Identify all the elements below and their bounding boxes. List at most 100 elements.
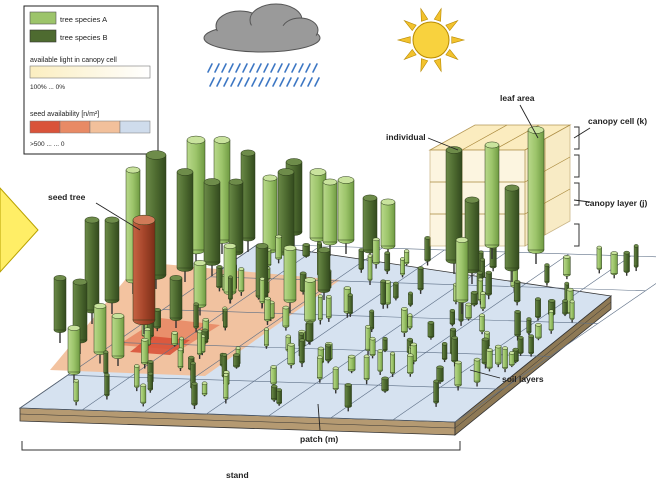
- legend: tree species A tree species B available …: [23, 5, 159, 155]
- tree-species-a: [140, 383, 147, 407]
- rain-drop: [300, 77, 306, 87]
- tree-species-a: [380, 198, 396, 257]
- tree-species-b: [489, 245, 497, 272]
- tree-species-b: [228, 275, 233, 304]
- tree-species-a: [502, 346, 508, 373]
- legend-seed-swatch-3: [89, 120, 121, 134]
- tree-species-a: [67, 325, 81, 383]
- tree-species-b: [470, 290, 478, 307]
- grid-line: [454, 283, 656, 423]
- tree-species-a: [177, 347, 184, 372]
- tree-species-a: [282, 305, 290, 331]
- tree-species-a: [275, 234, 282, 264]
- tree-species-b: [544, 263, 550, 286]
- sun-ray: [420, 58, 429, 73]
- tree-species-a: [141, 337, 149, 369]
- tree-species-a: [343, 286, 351, 318]
- tree-species-b: [153, 308, 161, 332]
- grid-line: [330, 253, 569, 419]
- grid-line: [392, 255, 632, 421]
- tree-species-a: [569, 299, 575, 323]
- tree-species-a: [486, 348, 493, 372]
- tree-species-a: [259, 277, 265, 308]
- tree-species-b: [433, 379, 439, 407]
- tree-species-b: [526, 317, 532, 336]
- soil-layers-leader: [469, 369, 501, 379]
- rain-drop: [237, 77, 243, 87]
- tree-species-b: [528, 334, 534, 357]
- tree-species-b: [276, 388, 282, 406]
- rain-drop: [307, 77, 313, 87]
- cube-tree-species-b: [445, 146, 463, 274]
- rain-drop: [312, 63, 318, 73]
- rain-drop: [228, 63, 234, 73]
- tree-species-a: [480, 291, 486, 312]
- legend-seed-title: seed availability [n/m²]: [30, 111, 99, 118]
- rain-drop: [230, 77, 236, 87]
- tree-species-a: [610, 251, 618, 279]
- canopy-cube: [428, 124, 572, 314]
- rain-drop: [209, 77, 215, 87]
- tree-species-a: [363, 354, 370, 385]
- tree-population: [53, 135, 639, 412]
- tree-species-b: [104, 373, 110, 400]
- rain-drop: [284, 63, 290, 73]
- canopy-layer-leader: [573, 199, 591, 203]
- sun-ray: [445, 48, 459, 61]
- sun-icon: [396, 7, 466, 73]
- grid-line: [162, 309, 598, 324]
- rain-drop: [270, 63, 276, 73]
- grid-line: [67, 374, 503, 390]
- cube-trees: [445, 126, 545, 314]
- tree-species-a: [369, 336, 376, 359]
- rain-drop: [235, 63, 241, 73]
- tree-species-b: [84, 216, 100, 324]
- bracket-2: [574, 154, 580, 178]
- legend-seed-scale: [29, 120, 151, 134]
- rain-drop: [258, 77, 264, 87]
- tree-species-b: [317, 247, 331, 300]
- tree-species-a: [264, 327, 269, 349]
- legend-light-gradient: [29, 65, 151, 79]
- tree-species-a: [264, 296, 271, 325]
- tree-species-b: [517, 335, 524, 356]
- tree-species-b: [147, 371, 153, 393]
- tree-species-b: [393, 281, 399, 301]
- label-leaf-area: leaf area: [500, 93, 535, 103]
- tree-species-b: [424, 236, 431, 266]
- rain-drop: [223, 77, 229, 87]
- cloud-icon: [203, 3, 321, 53]
- canopy-cell-leader: [573, 127, 591, 139]
- rain-drop: [291, 63, 297, 73]
- tree-species-a: [367, 254, 373, 285]
- tree-species-b: [633, 244, 639, 272]
- tree-species-b: [417, 266, 424, 294]
- rain-drop: [286, 77, 292, 87]
- cube-tree-species-a: [484, 141, 500, 259]
- tree-species-a: [400, 257, 405, 278]
- rain-icon: [207, 63, 320, 87]
- tree-species-a: [508, 351, 515, 368]
- tree-species-a: [111, 313, 125, 366]
- tree-species-a: [372, 237, 380, 269]
- arrow-icon: [0, 187, 39, 273]
- tree-species-a: [309, 168, 327, 252]
- rain-drop: [256, 63, 262, 73]
- tree-species-a: [347, 354, 356, 374]
- tree-species-a: [223, 373, 229, 404]
- sun-ray: [420, 7, 429, 22]
- rain-drop: [249, 63, 255, 73]
- tree-species-b: [169, 275, 183, 328]
- cube-tree-species-b: [504, 184, 520, 282]
- tree-species-b: [176, 168, 194, 282]
- tree-species-a: [73, 378, 79, 406]
- legend-seed-swatch-4: [119, 120, 151, 134]
- tree-species-b: [408, 291, 413, 307]
- tree-species-b: [271, 384, 278, 402]
- tree-species-a: [479, 313, 485, 335]
- tree-species-b: [513, 280, 521, 306]
- bracket-3: [574, 182, 580, 206]
- rain-drop: [244, 77, 250, 87]
- tree-species-b: [441, 342, 448, 363]
